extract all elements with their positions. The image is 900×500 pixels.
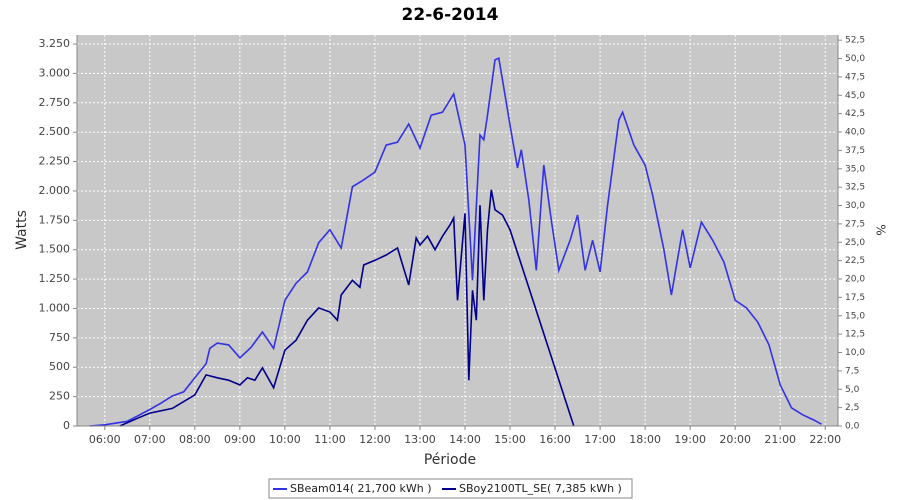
y-tick-label: 500 [49, 360, 70, 373]
x-tick-label: 15:00 [494, 433, 526, 446]
y2-tick-label: 27,5 [845, 219, 865, 229]
y2-axis-label: % [874, 224, 888, 235]
y-tick-label: 2.500 [39, 125, 71, 138]
x-axis-label: Période [424, 452, 476, 468]
y2-tick-label: 25,0 [845, 238, 865, 248]
y2-tick-label: 42,5 [845, 109, 865, 119]
y2-tick-label: 2,5 [845, 403, 859, 413]
y2-tick-label: 52,5 [845, 36, 865, 46]
y-tick-label: 2.250 [39, 155, 71, 168]
x-tick-label: 18:00 [629, 433, 661, 446]
y-tick-label: 1.250 [39, 272, 71, 285]
y-tick-label: 2.750 [39, 96, 71, 109]
y2-tick-label: 15,0 [845, 311, 865, 321]
x-tick-label: 19:00 [674, 433, 706, 446]
y2-tick-label: 30,0 [845, 201, 865, 211]
y-tick-label: 3.000 [39, 66, 71, 79]
legend-label: SBeam014( 21,700 kWh ) [290, 482, 432, 495]
y2-tick-label: 0,0 [845, 422, 860, 432]
x-tick-label: 10:00 [269, 433, 301, 446]
x-tick-label: 09:00 [224, 433, 256, 446]
x-tick-label: 11:00 [314, 433, 346, 446]
y2-tick-label: 37,5 [845, 146, 865, 156]
y2-tick-label: 35,0 [845, 164, 865, 174]
y-tick-label: 1.500 [39, 243, 71, 256]
x-tick-label: 20:00 [719, 433, 751, 446]
y-tick-label: 0 [63, 419, 70, 432]
x-tick-label: 14:00 [449, 433, 481, 446]
y-tick-label: 2.000 [39, 184, 71, 197]
y2-tick-label: 20,0 [845, 275, 865, 285]
y2-tick-label: 47,5 [845, 72, 865, 82]
x-tick-label: 17:00 [584, 433, 616, 446]
y2-tick-label: 22,5 [845, 256, 865, 266]
x-tick-label: 13:00 [404, 433, 436, 446]
y2-tick-label: 5,0 [845, 385, 860, 395]
y-tick-label: 750 [49, 331, 70, 344]
series-line [119, 189, 575, 427]
y2-tick-label: 45,0 [845, 91, 865, 101]
series-line [89, 57, 822, 427]
y-tick-label: 1.000 [39, 301, 71, 314]
y-tick-label: 1.750 [39, 213, 71, 226]
y2-tick-label: 12,5 [845, 330, 865, 340]
x-tick-label: 22:00 [809, 433, 841, 446]
y2-tick-label: 17,5 [845, 293, 865, 303]
x-tick-label: 16:00 [539, 433, 571, 446]
y2-tick-label: 50,0 [845, 54, 865, 64]
y2-tick-label: 40,0 [845, 128, 865, 138]
y-tick-label: 250 [49, 390, 70, 403]
y2-tick-label: 7,5 [845, 366, 859, 376]
x-tick-label: 06:00 [89, 433, 121, 446]
chart-title: 22-6-2014 [402, 5, 499, 25]
x-tick-label: 12:00 [359, 433, 391, 446]
plot-area [77, 35, 838, 426]
y2-tick-label: 32,5 [845, 183, 865, 193]
legend-label: SBoy2100TL_SE( 7,385 kWh ) [459, 482, 622, 495]
x-tick-label: 08:00 [179, 433, 211, 446]
x-tick-label: 21:00 [764, 433, 796, 446]
y-tick-label: 3.250 [39, 37, 71, 50]
y2-tick-label: 10,0 [845, 348, 865, 358]
y-axis-label: Watts [14, 210, 30, 250]
x-tick-label: 07:00 [134, 433, 166, 446]
